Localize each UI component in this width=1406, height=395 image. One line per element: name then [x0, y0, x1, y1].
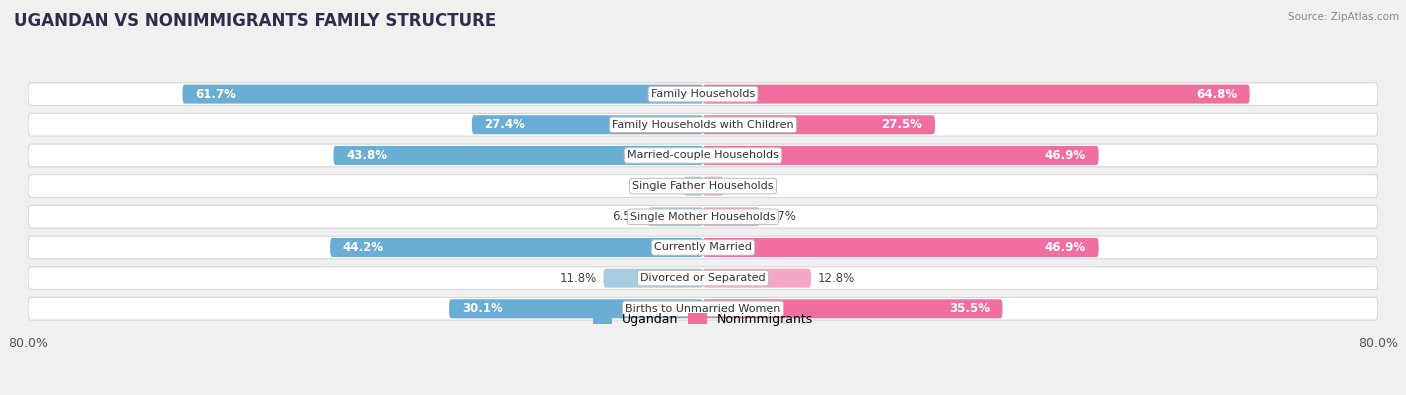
FancyBboxPatch shape — [703, 177, 723, 196]
FancyBboxPatch shape — [703, 299, 1002, 318]
FancyBboxPatch shape — [330, 238, 703, 257]
Text: 6.5%: 6.5% — [612, 210, 641, 223]
FancyBboxPatch shape — [28, 267, 1378, 290]
Text: 61.7%: 61.7% — [195, 88, 236, 101]
Text: Births to Unmarried Women: Births to Unmarried Women — [626, 304, 780, 314]
Text: Single Father Households: Single Father Households — [633, 181, 773, 191]
FancyBboxPatch shape — [28, 144, 1378, 167]
Text: 11.8%: 11.8% — [560, 272, 596, 285]
Text: Divorced or Separated: Divorced or Separated — [640, 273, 766, 283]
Text: 2.4%: 2.4% — [730, 180, 759, 193]
Text: Family Households with Children: Family Households with Children — [612, 120, 794, 130]
FancyBboxPatch shape — [703, 146, 1098, 165]
FancyBboxPatch shape — [703, 85, 1250, 103]
FancyBboxPatch shape — [28, 113, 1378, 136]
Text: Single Mother Households: Single Mother Households — [630, 212, 776, 222]
Text: 44.2%: 44.2% — [343, 241, 384, 254]
Legend: Ugandan, Nonimmigrants: Ugandan, Nonimmigrants — [588, 308, 818, 331]
Text: Currently Married: Currently Married — [654, 243, 752, 252]
Text: 35.5%: 35.5% — [949, 302, 990, 315]
FancyBboxPatch shape — [333, 146, 703, 165]
FancyBboxPatch shape — [703, 269, 811, 288]
Text: Married-couple Households: Married-couple Households — [627, 150, 779, 160]
FancyBboxPatch shape — [28, 236, 1378, 259]
FancyBboxPatch shape — [683, 177, 703, 196]
Text: UGANDAN VS NONIMMIGRANTS FAMILY STRUCTURE: UGANDAN VS NONIMMIGRANTS FAMILY STRUCTUR… — [14, 12, 496, 30]
Text: 64.8%: 64.8% — [1197, 88, 1237, 101]
FancyBboxPatch shape — [472, 115, 703, 134]
FancyBboxPatch shape — [648, 207, 703, 226]
FancyBboxPatch shape — [28, 83, 1378, 105]
Text: 43.8%: 43.8% — [346, 149, 387, 162]
FancyBboxPatch shape — [603, 269, 703, 288]
Text: Family Households: Family Households — [651, 89, 755, 99]
Text: 6.7%: 6.7% — [766, 210, 796, 223]
Text: 46.9%: 46.9% — [1045, 241, 1085, 254]
FancyBboxPatch shape — [703, 115, 935, 134]
Text: 27.5%: 27.5% — [882, 118, 922, 131]
FancyBboxPatch shape — [28, 297, 1378, 320]
Text: 30.1%: 30.1% — [461, 302, 502, 315]
FancyBboxPatch shape — [28, 205, 1378, 228]
Text: 12.8%: 12.8% — [818, 272, 855, 285]
Text: Source: ZipAtlas.com: Source: ZipAtlas.com — [1288, 12, 1399, 22]
Text: 46.9%: 46.9% — [1045, 149, 1085, 162]
FancyBboxPatch shape — [703, 207, 759, 226]
Text: 27.4%: 27.4% — [485, 118, 526, 131]
FancyBboxPatch shape — [183, 85, 703, 103]
FancyBboxPatch shape — [449, 299, 703, 318]
Text: 2.3%: 2.3% — [647, 180, 676, 193]
FancyBboxPatch shape — [703, 238, 1098, 257]
FancyBboxPatch shape — [28, 175, 1378, 198]
